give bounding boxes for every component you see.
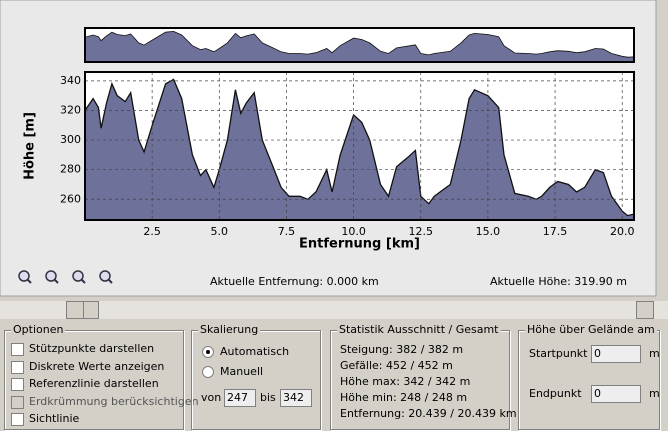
checkbox-label: Referenzlinie darstellen <box>29 377 159 390</box>
checkbox[interactable] <box>11 395 24 409</box>
from-input[interactable]: 247 <box>224 389 256 407</box>
y-tick-label: 340 <box>60 74 81 87</box>
x-tick-label: 10.0 <box>341 225 366 238</box>
scaling-group: Skalierung Automatisch Manuell von 247 b… <box>191 323 321 430</box>
x-tick-label: 17.5 <box>543 225 568 238</box>
group-title: Skalierung <box>198 323 261 336</box>
unit: m <box>649 387 660 400</box>
zoom-button[interactable] <box>72 270 86 284</box>
start-input[interactable]: 0 <box>591 345 641 363</box>
checkbox-label: Sichtlinie <box>29 412 80 425</box>
status-height: Aktuelle Höhe: 319.90 m <box>490 275 627 288</box>
y-tick-label: 320 <box>60 103 81 116</box>
height-group: Höhe über Gelände am Startpunkt 0 m Endp… <box>518 323 660 430</box>
checkbox[interactable] <box>11 413 24 426</box>
stats-group: Statistik Ausschnitt / Gesamt Steigung: … <box>330 323 517 430</box>
radio-label: Automatisch <box>220 345 290 358</box>
label: Endpunkt <box>529 387 582 400</box>
scroll-thumb[interactable] <box>83 301 99 319</box>
label: von <box>201 391 222 404</box>
group-title: Statistik Ausschnitt / Gesamt <box>337 323 501 336</box>
label: Startpunkt <box>529 347 588 360</box>
y-tick-label: 300 <box>60 133 81 146</box>
chart: 260 280 300 320 340 2.5 5.0 7.5 10.0 12.5 15.0 17.5… <box>0 0 657 297</box>
icon <box>72 270 84 282</box>
radio-automatic[interactable] <box>202 346 214 358</box>
radio-label: Manuell <box>220 365 264 378</box>
scrollbar[interactable] <box>0 301 668 319</box>
zoom-button[interactable] <box>18 270 32 284</box>
icon <box>80 278 86 284</box>
checkbox-label: Erdkrümmung berücksichtigen <box>29 394 199 408</box>
x-axis-label: Entfernung [km] <box>299 237 420 252</box>
zoom-button[interactable] <box>99 270 113 284</box>
unit: m <box>649 347 660 360</box>
y-tick-label: 260 <box>60 192 81 205</box>
radio-manual[interactable] <box>202 366 214 378</box>
stat-row: Steigung: 382 / 382 m <box>340 343 464 356</box>
checkbox[interactable] <box>11 360 24 374</box>
overview-profile <box>84 30 635 63</box>
stat-row: Höhe max: 342 / 342 m <box>340 375 471 388</box>
x-tick-label: 20.0 <box>610 225 635 238</box>
y-axis-label: Höhe [m] <box>23 112 38 180</box>
icon <box>18 270 30 282</box>
y-tick-label: 280 <box>60 163 81 176</box>
stat-row: Höhe min: 248 / 248 m <box>340 391 468 404</box>
group-title: Höhe über Gelände am <box>525 323 657 336</box>
stat-row: Entfernung: 20.439 / 20.439 km <box>340 407 517 420</box>
x-tick-label: 15.0 <box>476 225 501 238</box>
checkbox-label: Stützpunkte darstellen <box>29 342 155 355</box>
icon <box>26 278 32 284</box>
icon <box>99 270 111 282</box>
label: bis <box>260 391 276 404</box>
overview-frame <box>84 27 635 63</box>
options-group: Optionen Stützpunkte darstellen Diskrete … <box>4 323 199 430</box>
end-input[interactable]: 0 <box>591 385 641 403</box>
x-tick-label: 7.5 <box>278 225 296 238</box>
icon <box>107 278 113 284</box>
stat-row: Gefälle: 452 / 452 m <box>340 359 453 372</box>
line <box>84 78 635 217</box>
scroll-left[interactable] <box>66 301 84 319</box>
checkbox[interactable] <box>11 378 24 391</box>
zoom-button[interactable] <box>45 270 59 284</box>
scroll-right[interactable] <box>636 301 654 319</box>
x-tick-label: 2.5 <box>143 225 161 238</box>
icon <box>53 278 59 284</box>
to-input[interactable]: 342 <box>280 389 312 407</box>
group-title: Optionen <box>11 323 66 336</box>
x-tick-label: 5.0 <box>211 225 229 238</box>
checkbox[interactable] <box>11 343 24 356</box>
checkbox-label: Diskrete Werte anzeigen <box>29 359 165 373</box>
plot-frame <box>84 71 635 221</box>
area <box>85 79 634 221</box>
icon <box>45 270 57 282</box>
status-distance: Aktuelle Entfernung: 0.000 km <box>210 275 379 288</box>
x-tick-label: 12.5 <box>409 225 434 238</box>
